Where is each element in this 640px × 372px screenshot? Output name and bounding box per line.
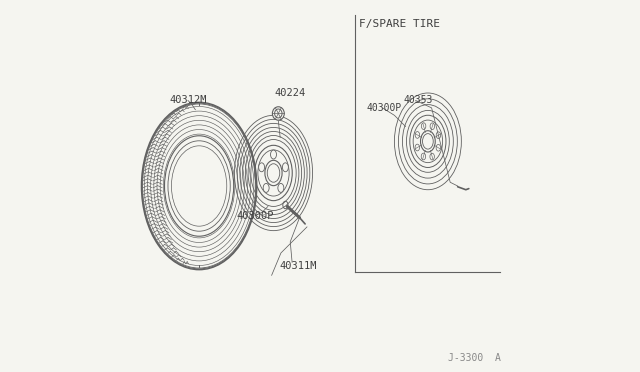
Text: 40312M: 40312M [170, 96, 207, 105]
Ellipse shape [436, 144, 440, 151]
Text: 40353: 40353 [404, 96, 433, 105]
Ellipse shape [271, 150, 276, 159]
Text: 40311M: 40311M [279, 261, 317, 271]
Ellipse shape [265, 160, 282, 186]
Ellipse shape [282, 163, 289, 172]
Ellipse shape [430, 153, 435, 160]
Ellipse shape [259, 163, 264, 172]
Ellipse shape [263, 183, 269, 192]
Text: 40300P: 40300P [367, 103, 402, 113]
Ellipse shape [421, 123, 426, 129]
Ellipse shape [430, 123, 435, 129]
Text: F/SPARE TIRE: F/SPARE TIRE [359, 19, 440, 29]
Text: 40224: 40224 [275, 88, 306, 98]
Text: J-3300  A: J-3300 A [447, 353, 500, 363]
Ellipse shape [436, 132, 441, 138]
Text: 40300P: 40300P [236, 211, 274, 221]
Ellipse shape [421, 153, 426, 160]
Ellipse shape [415, 132, 420, 138]
Ellipse shape [278, 183, 284, 192]
Ellipse shape [273, 107, 284, 120]
Ellipse shape [420, 131, 435, 152]
Ellipse shape [415, 144, 420, 151]
